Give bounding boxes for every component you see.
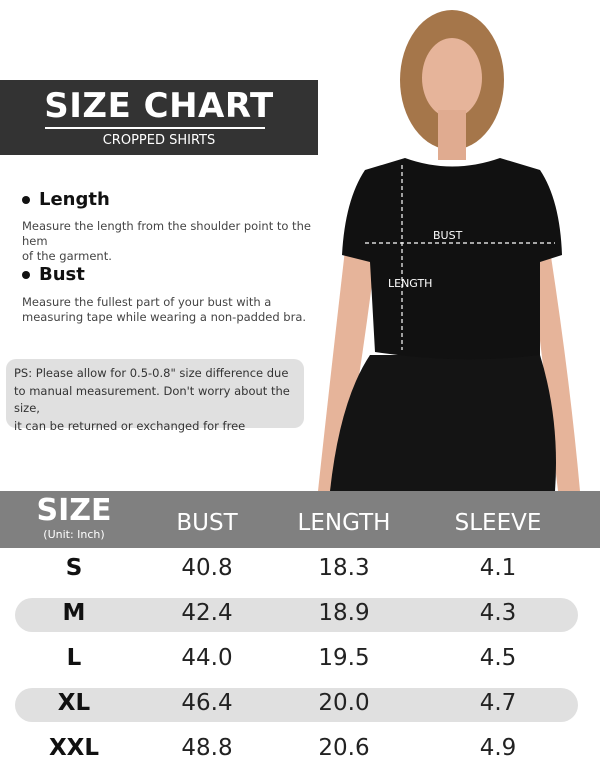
value-cell: 4.7 [479,690,517,716]
value-cell: 19.5 [318,645,370,671]
length-label: LENGTH [388,277,433,290]
bullet-icon [22,271,30,279]
note-box: PS: Please allow for 0.5-0.8" size diffe… [6,359,304,433]
size-cell: M [62,600,86,626]
column-header-length: LENGTH [297,510,391,536]
title-banner: SIZE CHART CROPPED SHIRTS [0,80,318,155]
table-header: SIZE (Unit: Inch) BUST LENGTH SLEEVE [0,491,600,548]
guide-desc-length: Measure the length from the shoulder poi… [22,219,311,263]
value-cell: 46.4 [181,690,233,716]
page-subtitle: CROPPED SHIRTS [102,133,216,148]
left-arm [318,250,375,491]
value-cell: 4.1 [479,555,517,581]
guide-heading-length: Length [22,189,110,210]
size-cell: XXL [48,735,100,761]
guide-heading-bust: Bust [22,264,85,285]
value-cell: 20.6 [318,735,370,761]
column-header-bust: BUST [176,510,238,536]
bust-label: BUST [433,229,463,242]
model-figure [318,10,580,491]
value-cell: 20.0 [318,690,370,716]
cropped-shirt [342,158,562,360]
table-row: S 40.8 18.3 4.1 [0,553,600,587]
value-cell: 42.4 [181,600,233,626]
size-cell: L [66,645,82,671]
table-row: M 42.4 18.9 4.3 [0,598,600,632]
bullet-icon [22,196,30,204]
value-cell: 18.9 [318,600,370,626]
size-column-header: SIZE [36,493,112,528]
value-cell: 4.9 [479,735,517,761]
value-cell: 44.0 [181,645,233,671]
unit-label: (Unit: Inch) [43,528,105,541]
value-cell: 4.5 [479,645,517,671]
size-cell: S [65,555,83,581]
right-arm [530,250,580,491]
leggings [330,355,556,491]
column-header-sleeve: SLEEVE [454,510,542,536]
value-cell: 48.8 [181,735,233,761]
table-row: XXL 48.8 20.6 4.9 [0,733,600,767]
table-row: XL 46.4 20.0 4.7 [0,688,600,722]
table-row: L 44.0 19.5 4.5 [0,643,600,677]
value-cell: 4.3 [479,600,517,626]
face [422,38,482,118]
guide-desc-bust: Measure the fullest part of your bust wi… [22,295,307,324]
title-underline [45,127,265,129]
value-cell: 18.3 [318,555,370,581]
page-title: SIZE CHART [44,86,274,126]
value-cell: 40.8 [181,555,233,581]
size-cell: XL [57,690,91,716]
